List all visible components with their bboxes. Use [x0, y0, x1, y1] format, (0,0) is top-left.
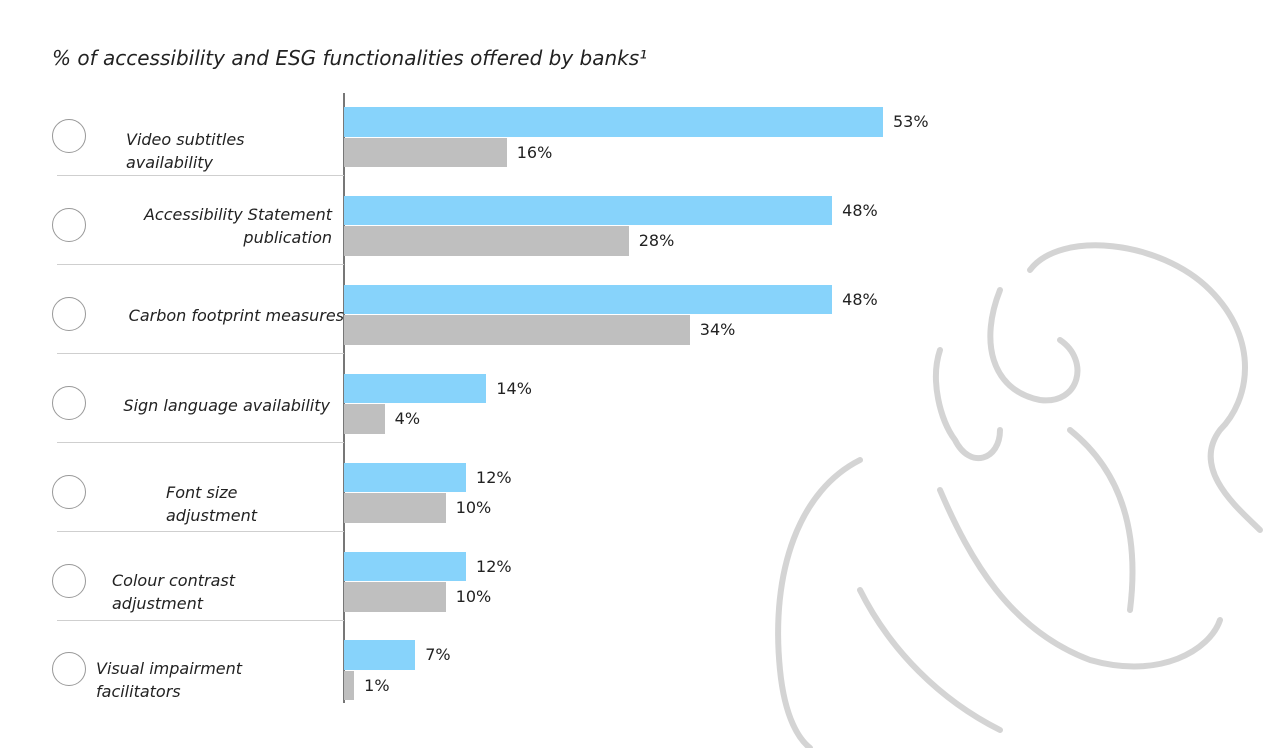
bar — [344, 670, 355, 701]
category-label: Carbon footprint measures — [128, 306, 344, 325]
bar — [344, 373, 487, 404]
value-label: 10% — [455, 587, 492, 606]
bar — [344, 493, 446, 523]
bar — [344, 315, 690, 345]
bar — [344, 640, 416, 670]
category-icon — [52, 207, 86, 242]
bar — [344, 195, 833, 226]
axis-line — [343, 93, 345, 703]
category-icon — [52, 296, 86, 331]
category-label: Visual impairment facilitators — [96, 659, 243, 701]
bar — [344, 226, 629, 256]
category-label: Colour contrast adjustment — [112, 571, 235, 613]
row-separator — [57, 619, 344, 621]
bar — [344, 582, 446, 612]
category-icon — [52, 563, 86, 598]
category-icon — [52, 474, 86, 509]
category-label: Sign language availability — [123, 396, 330, 415]
value-label: 28% — [638, 231, 675, 251]
illustration — [775, 242, 1263, 748]
category-icon — [52, 652, 86, 687]
category-label: Accessibility Statement publication — [143, 205, 332, 247]
chart-title: % of accessibility and ESG functionaliti… — [52, 46, 648, 70]
bar — [344, 284, 833, 315]
value-label: 10% — [455, 498, 492, 518]
value-label: 1% — [364, 675, 390, 695]
value-label: 48% — [842, 289, 878, 309]
value-label: 12% — [476, 556, 512, 576]
category-icon — [52, 119, 86, 153]
value-label: 12% — [476, 467, 512, 487]
bar — [344, 107, 883, 137]
row-separator — [57, 263, 344, 265]
value-label: 48% — [842, 200, 878, 220]
row-separator — [57, 441, 344, 443]
category-icon — [52, 385, 86, 420]
value-label: 4% — [394, 409, 421, 429]
category-label: Video subtitles availability — [126, 130, 245, 172]
bar — [344, 462, 467, 493]
bar — [344, 404, 385, 434]
value-label: 34% — [699, 320, 736, 340]
row-separator — [57, 530, 344, 532]
value-label: 14% — [496, 378, 532, 398]
value-label: 16% — [516, 142, 553, 162]
row-separator — [57, 175, 344, 176]
bar — [344, 551, 467, 581]
category-label: Font size adjustment — [166, 483, 257, 525]
bar — [344, 137, 507, 167]
row-separator — [57, 352, 344, 354]
value-label: 7% — [425, 645, 451, 665]
value-label: 53% — [893, 112, 929, 131]
